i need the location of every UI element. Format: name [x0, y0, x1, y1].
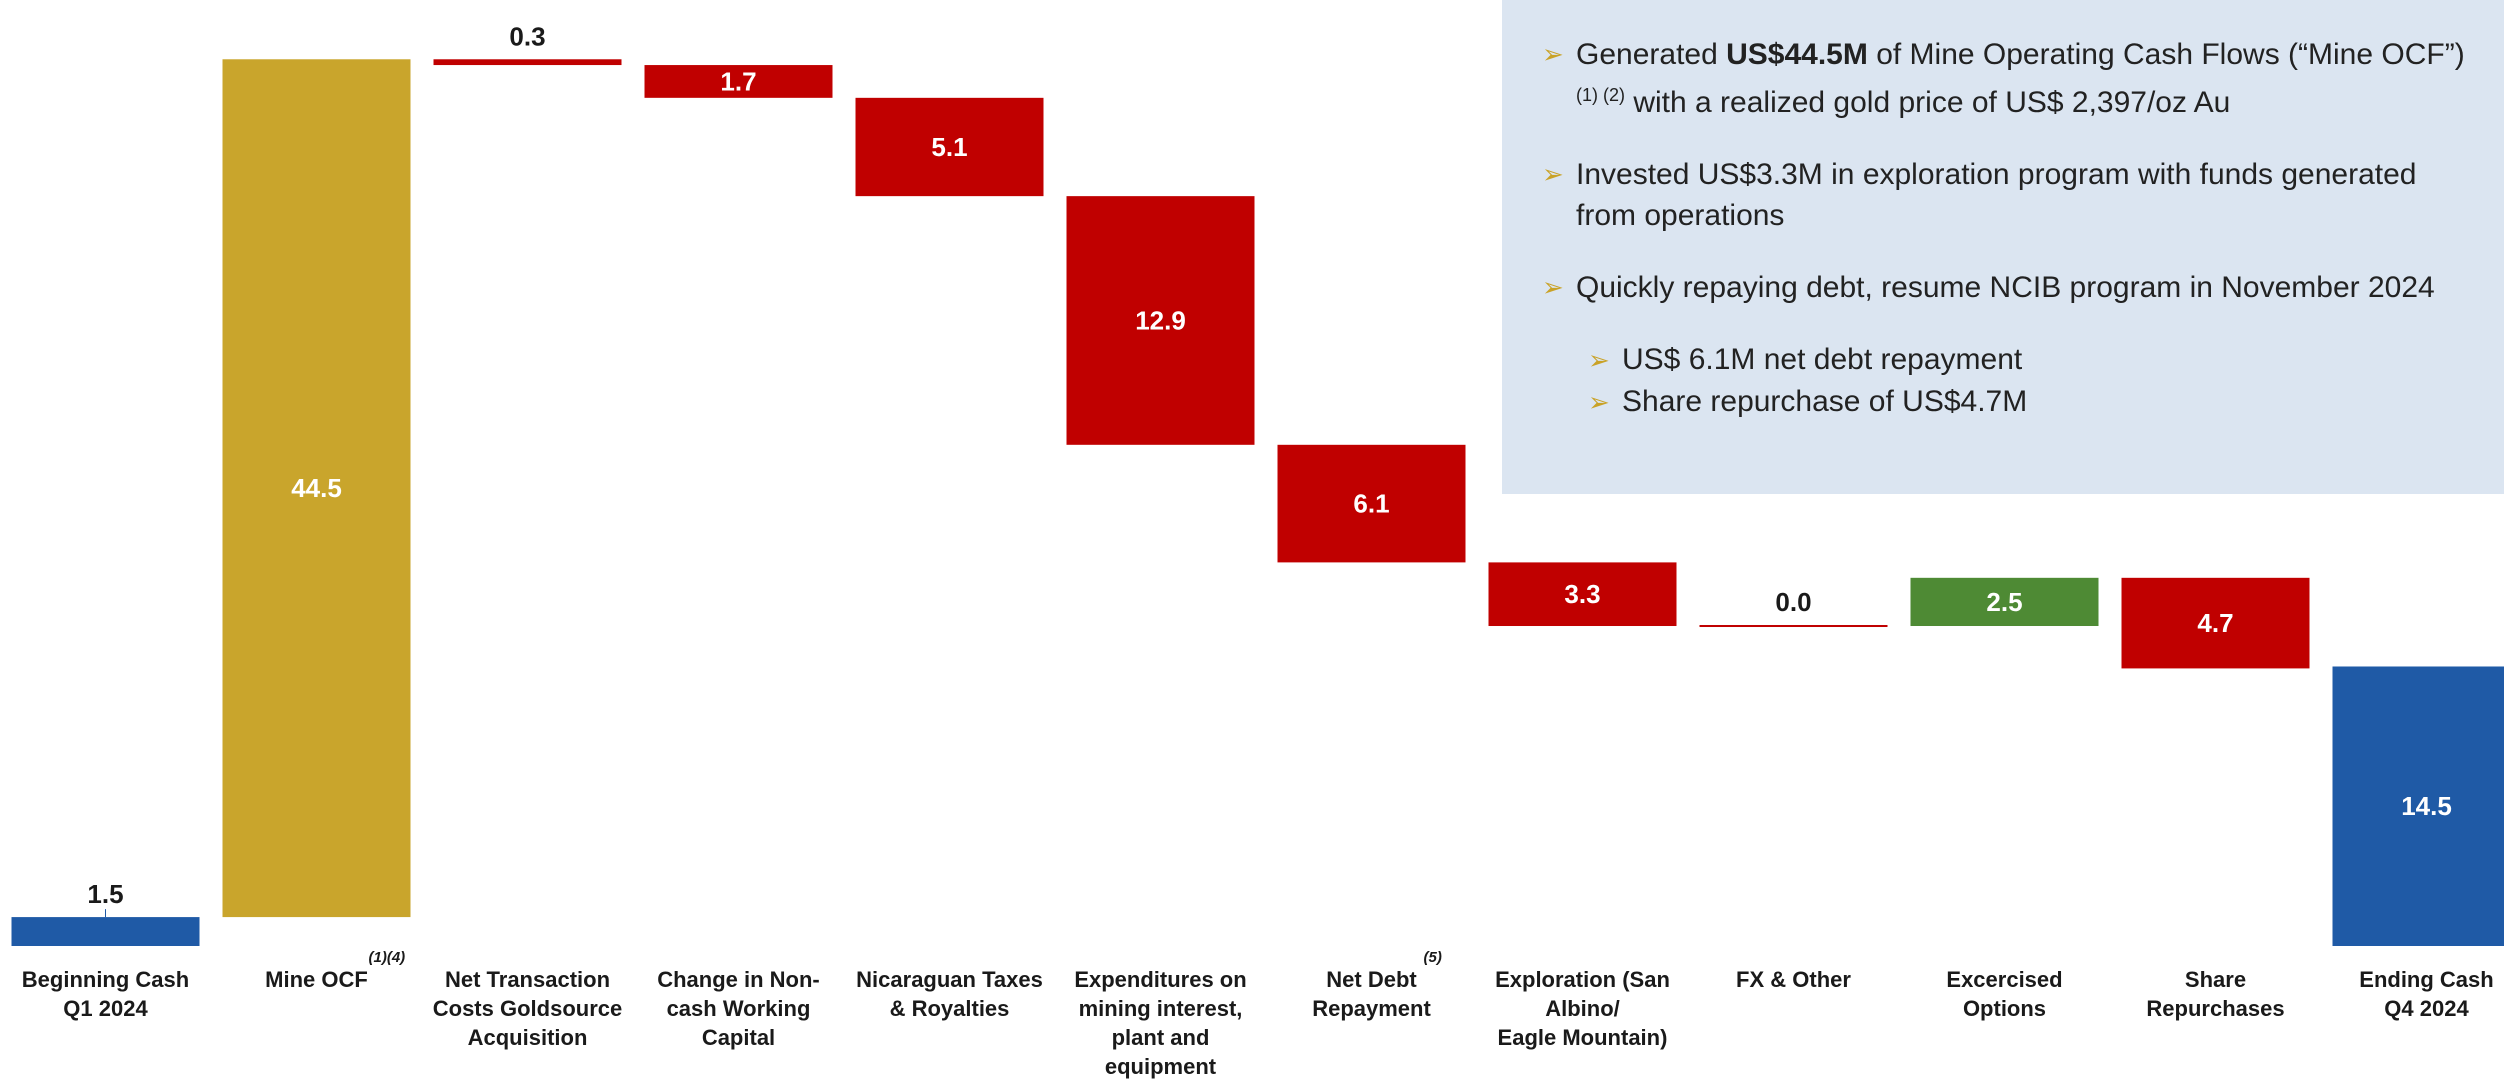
arrow-bullet-icon: ➢: [1542, 159, 1564, 189]
category-label-2: Net Transaction Costs Goldsource Acquisiti…: [433, 967, 622, 1050]
bar-1: [222, 59, 411, 918]
arrow-bullet-icon: ➢: [1542, 272, 1564, 302]
category-label-10: Share Repurchases: [2146, 967, 2284, 1021]
bar-10: [2121, 577, 2310, 669]
category-label-line: Excercised: [1946, 967, 2062, 992]
bullet-text: of Mine Operating Cash Flows (“Mine OCF”…: [1867, 38, 2465, 71]
category-label-line: Repurchases: [2146, 996, 2284, 1021]
bullet-text: Quickly repaying debt, resume NCIB progr…: [1576, 271, 2435, 304]
category-label-7: Exploration (San Albino/Eagle Mountain): [1495, 967, 1670, 1050]
category-label-11: Ending Cash Q4 2024: [2359, 967, 2493, 1021]
category-labels-layer: Beginning Cash Q1 2024 Mine OCF(1)(4) Net T…: [22, 949, 2494, 1079]
category-label-line: Repayment: [1312, 996, 1431, 1021]
value-label-8: 0.0: [1775, 587, 1811, 617]
info-box: ➢ Generated US$44.5M of Mine Operating C…: [1502, 0, 2504, 494]
category-label-line: Acquisition: [468, 1025, 588, 1050]
category-label-line: Exploration (San: [1495, 967, 1670, 992]
category-label-line: Nicaraguan Taxes: [856, 967, 1043, 992]
bar-5: [1066, 196, 1255, 445]
bullet-text: Generated: [1576, 38, 1727, 71]
category-label-line: Change in Non-: [657, 967, 820, 992]
footnote-ref: (1) (2): [1576, 85, 1625, 105]
info-subbullet-net-debt: ➢ US$ 6.1M net debt repayment: [1588, 339, 2474, 381]
bar-2: [433, 59, 622, 66]
category-label-5: Expenditures on mining interest, plant and…: [1074, 967, 1246, 1079]
category-label-line: Eagle Mountain): [1498, 1025, 1668, 1050]
category-label-line: Capital: [702, 1025, 775, 1050]
bar-4: [855, 97, 1044, 197]
arrow-bullet-icon: ➢: [1588, 345, 1610, 375]
bars-layer: [11, 59, 2504, 946]
info-bullet-exploration: ➢ Invested US$3.3M in exploration progra…: [1542, 154, 2474, 236]
value-label-7: 3.3: [1564, 579, 1600, 609]
value-label-9: 2.5: [1986, 587, 2022, 617]
category-label-line: Q1 2024: [63, 996, 148, 1021]
arrow-bullet-icon: ➢: [1588, 387, 1610, 417]
bar-6: [1277, 444, 1466, 563]
category-label-line: Beginning Cash: [22, 967, 189, 992]
value-label-0: 1.5: [87, 879, 123, 909]
category-label-line: Net Debt: [1326, 967, 1417, 992]
bar-8: [1699, 625, 1888, 628]
info-bullet-mine-ocf: ➢ Generated US$44.5M of Mine Operating C…: [1542, 34, 2474, 123]
value-label-4: 5.1: [931, 132, 967, 162]
category-label-line: plant and: [1112, 1025, 1210, 1050]
category-label-0: Beginning Cash Q1 2024: [22, 967, 189, 1021]
bar-3: [644, 65, 833, 98]
category-label-line: Costs Goldsource: [433, 996, 622, 1021]
info-subbullet-repurchase: ➢ Share repurchase of US$4.7M: [1588, 381, 2474, 423]
value-label-2: 0.3: [509, 21, 545, 51]
category-label-line: Share: [2185, 967, 2246, 992]
bullet-text: US$ 6.1M net debt repayment: [1622, 343, 2023, 376]
bullet-text: Share repurchase of US$4.7M: [1622, 385, 2028, 418]
footnote-superscript-1: (1)(4): [369, 949, 406, 966]
value-label-6: 6.1: [1353, 489, 1389, 519]
value-label-10: 4.7: [2197, 608, 2233, 638]
info-bullet-debt: ➢ Quickly repaying debt, resume NCIB pro…: [1542, 267, 2474, 308]
category-label-line: Q4 2024: [2384, 996, 2469, 1021]
value-label-3: 1.7: [720, 66, 756, 96]
category-label-9: Excercised Options: [1946, 967, 2062, 1021]
category-label-line: cash Working: [667, 996, 811, 1021]
category-label-line: Options: [1963, 996, 2046, 1021]
category-label-line: FX & Other: [1736, 967, 1851, 992]
bullet-text: with a realized gold price of US$ 2,397/…: [1625, 86, 2231, 119]
value-label-11: 14.5: [2401, 791, 2452, 821]
bar-9: [1910, 577, 2099, 627]
value-label-5: 12.9: [1135, 305, 1186, 335]
category-label-8: FX & Other: [1736, 967, 1851, 992]
bar-7: [1488, 562, 1677, 627]
category-label-4: Nicaraguan Taxes & Royalties: [856, 967, 1043, 1021]
category-label-6: Net Debt Repayment: [1312, 967, 1431, 1021]
bullet-bold-text: US$44.5M: [1726, 38, 1868, 71]
bar-0: [11, 917, 200, 946]
category-label-line: mining interest,: [1079, 996, 1243, 1021]
value-labels-layer: 1.5 44.5 0.3 1.7 5.1 12.9 6.1 3.3 0.0 2.5 4.7 14.5: [87, 21, 2451, 909]
bar-11: [2332, 666, 2504, 946]
category-label-line: Ending Cash: [2359, 967, 2493, 992]
category-label-1: Mine OCF: [265, 967, 368, 992]
category-label-line: equipment: [1105, 1054, 1217, 1079]
bullet-text: Invested US$3.3M in exploration program …: [1576, 158, 2417, 232]
category-label-3: Change in Non-cash Working Capital: [657, 967, 820, 1050]
category-label-line: Net Transaction: [445, 967, 610, 992]
category-label-line: Expenditures on: [1074, 967, 1246, 992]
footnote-superscript-6: (5): [1424, 949, 1442, 966]
category-label-line: & Royalties: [890, 996, 1010, 1021]
arrow-bullet-icon: ➢: [1542, 39, 1564, 69]
value-label-1: 44.5: [291, 473, 342, 503]
category-label-line: Mine OCF: [265, 967, 368, 992]
category-label-line: Albino/: [1545, 996, 1620, 1021]
